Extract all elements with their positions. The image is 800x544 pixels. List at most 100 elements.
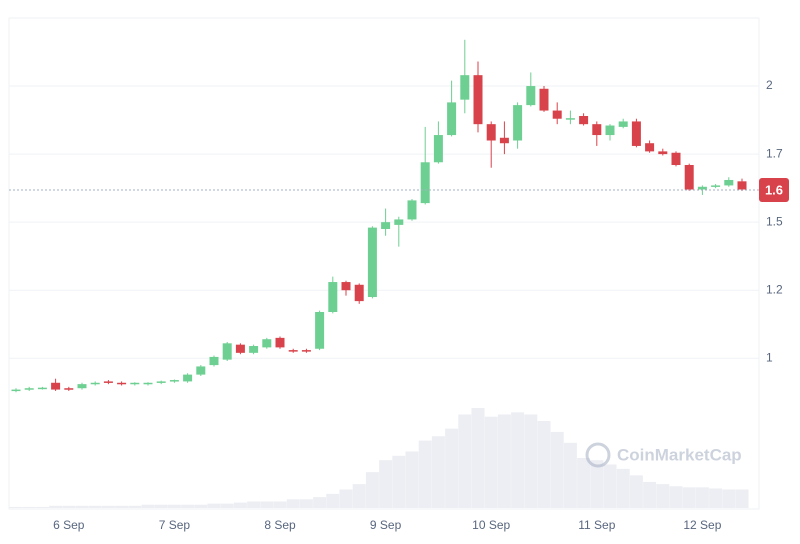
volume-bar — [181, 504, 195, 508]
volume-bar — [629, 475, 643, 508]
candle-body — [37, 387, 47, 390]
candle-body — [117, 382, 127, 385]
candle-body — [737, 181, 747, 190]
candle-body — [77, 384, 87, 389]
y-tick-label: 1.2 — [766, 282, 783, 296]
candle-body — [143, 382, 153, 385]
candle-body — [631, 121, 641, 146]
volume-bar — [669, 486, 683, 508]
candle-body — [169, 380, 179, 382]
volume-bar — [616, 468, 630, 508]
candle-body — [288, 350, 298, 352]
volume-bar — [537, 421, 551, 508]
volume-bar — [49, 505, 63, 508]
x-tick-label: 11 Sep — [578, 518, 615, 532]
candle-body — [579, 116, 589, 125]
candle-body — [407, 200, 417, 220]
volume-bar — [313, 497, 327, 508]
volume-bar — [286, 499, 300, 508]
candle-body — [90, 382, 100, 385]
volume-bar — [247, 501, 261, 508]
y-tick-label: 2 — [766, 78, 773, 92]
volume-bar — [709, 488, 723, 508]
x-tick-label: 8 Sep — [264, 518, 296, 532]
volume-bars — [9, 408, 749, 508]
current-price-badge — [759, 178, 789, 203]
candle-body — [447, 102, 457, 136]
candle-body — [552, 110, 562, 119]
volume-bar — [167, 504, 181, 508]
x-tick-label: 12 Sep — [683, 518, 721, 532]
volume-bar — [577, 458, 591, 508]
candle-body — [433, 135, 443, 163]
candle-body — [249, 346, 259, 353]
candle-body — [209, 356, 219, 366]
candle-body — [235, 344, 245, 353]
volume-bar — [88, 505, 102, 508]
candle-body — [565, 118, 575, 120]
candle-body — [711, 185, 721, 187]
candle-body — [381, 222, 391, 229]
candle-body — [315, 312, 325, 349]
volume-bar — [299, 499, 313, 508]
watermark-text: CoinMarketCap — [617, 445, 742, 464]
candle-body — [103, 381, 113, 383]
volume-bar — [550, 431, 564, 508]
volume-bar — [141, 504, 155, 508]
candle-body — [196, 366, 206, 375]
candle-body — [420, 162, 430, 204]
volume-bar — [484, 416, 498, 508]
volume-bar — [9, 506, 23, 508]
candle-body — [618, 121, 628, 127]
candle-body — [499, 137, 509, 144]
volume-bar — [365, 472, 379, 508]
volume-bar — [379, 460, 393, 508]
candle-body — [526, 86, 536, 106]
candle-body — [11, 389, 21, 392]
volume-bar — [431, 436, 445, 508]
x-tick-label: 7 Sep — [159, 518, 191, 532]
volume-bar — [656, 484, 670, 508]
volume-bar — [524, 414, 538, 508]
volume-bar — [75, 505, 89, 508]
candle-body — [486, 124, 496, 141]
candle-body — [367, 227, 377, 298]
candle-body — [354, 284, 364, 302]
candle-body — [64, 388, 74, 390]
volume-bar — [445, 428, 459, 508]
volume-bar — [22, 506, 36, 508]
y-tick-label: 1 — [766, 350, 773, 364]
candle-body — [183, 374, 193, 382]
volume-bar — [722, 489, 736, 508]
volume-bar — [35, 506, 49, 508]
plot-frame — [8, 17, 760, 510]
candle-body — [724, 179, 734, 186]
volume-bar — [392, 455, 406, 508]
candle-body — [341, 282, 351, 291]
x-tick-label: 6 Sep — [53, 518, 85, 532]
x-tick-label: 9 Sep — [370, 518, 402, 532]
candle-body — [301, 350, 311, 352]
volume-bar — [682, 487, 696, 508]
candle-body — [460, 75, 470, 100]
volume-bar — [418, 440, 432, 508]
candle-body — [539, 88, 549, 111]
volume-bar — [233, 502, 247, 508]
volume-bar — [273, 501, 287, 508]
volume-bar — [101, 505, 115, 508]
candle-body — [605, 125, 615, 136]
volume-bar — [326, 493, 340, 508]
candle-body — [645, 143, 655, 152]
volume-bar — [590, 460, 604, 508]
watermark: CoinMarketCap — [585, 442, 742, 468]
volume-bar — [458, 414, 472, 508]
candle-body — [275, 337, 285, 348]
volume-bar — [471, 408, 485, 508]
volume-bar — [220, 503, 234, 508]
candle-body — [24, 388, 34, 390]
candle-body — [473, 75, 483, 125]
volume-bar — [563, 442, 577, 508]
volume-bar — [154, 504, 168, 508]
candle-body — [222, 343, 232, 360]
